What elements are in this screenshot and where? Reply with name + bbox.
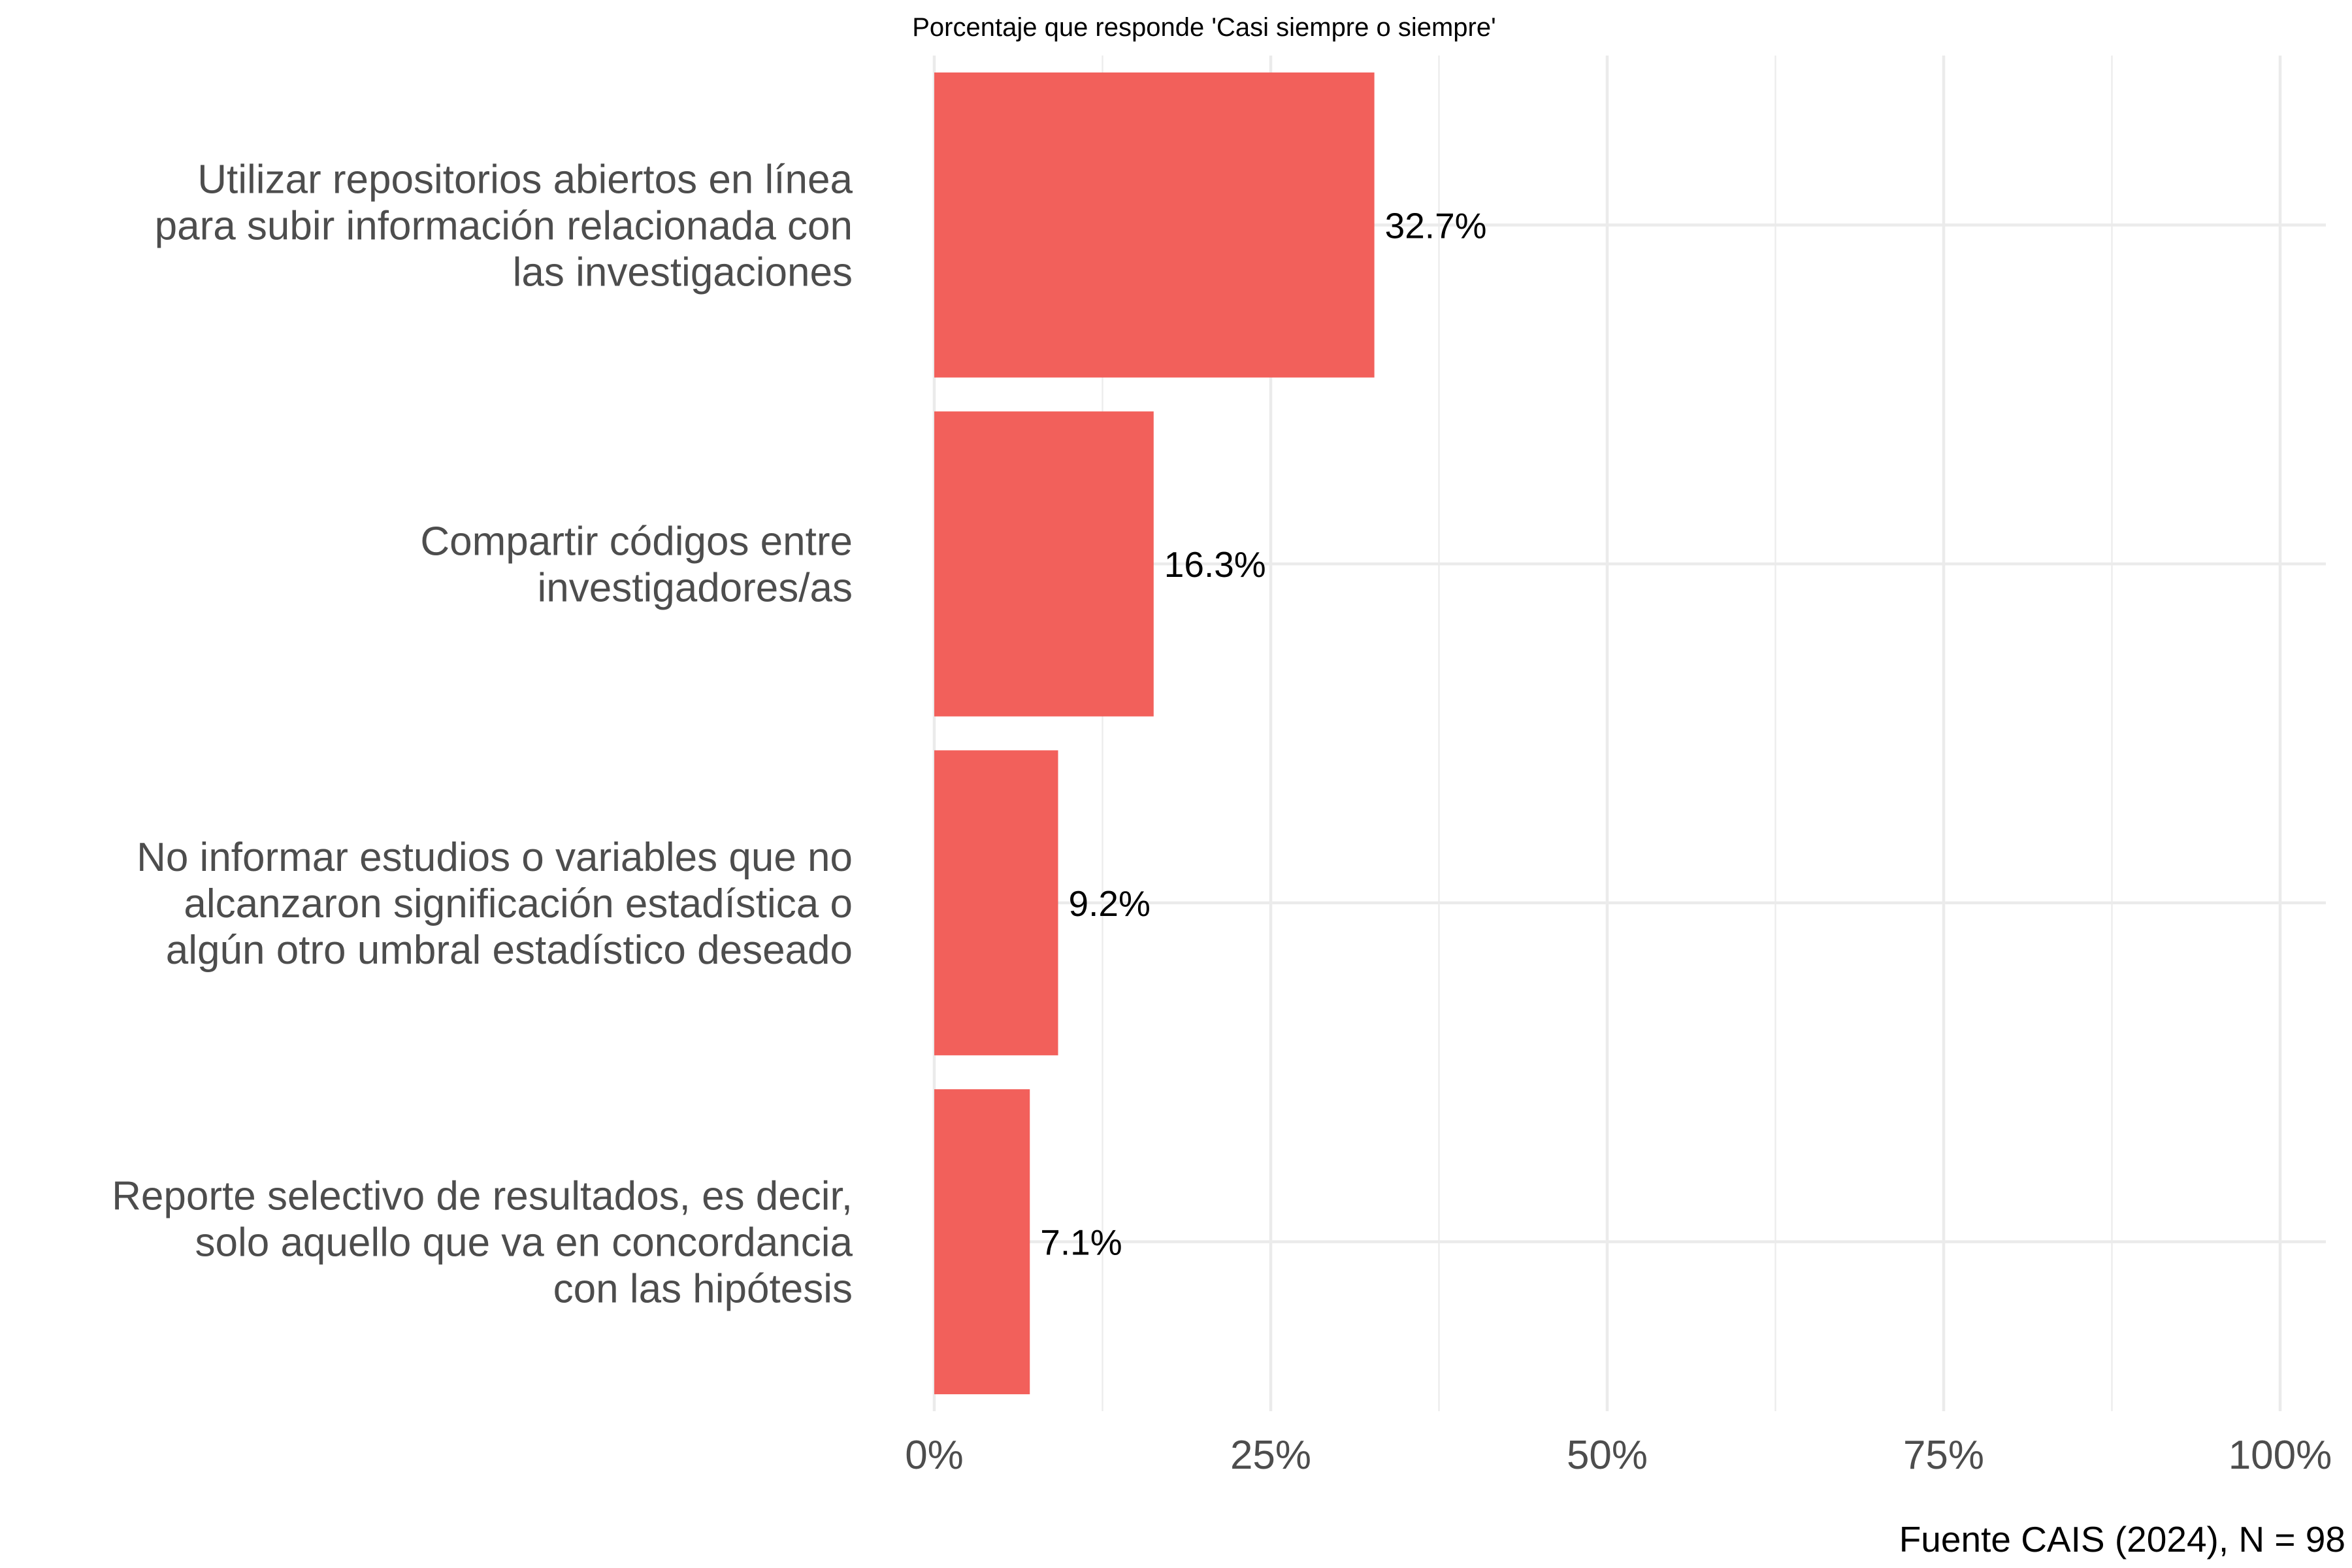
x-tick-label: 75% <box>1903 1433 1984 1478</box>
data-label: 16.3% <box>1164 544 1266 585</box>
grid <box>932 56 2326 1411</box>
category-label: No informar estudios o variables que no a… <box>137 835 853 973</box>
category-label: Compartir códigos entre investigadores/as <box>420 519 853 611</box>
x-tick-label: 100% <box>2229 1433 2332 1478</box>
bar <box>934 72 1375 378</box>
x-axis-ticks: 0% 25% 50% 75% 100% <box>905 1433 2332 1478</box>
chart-subtitle: Porcentaje que responde 'Casi siempre o … <box>912 13 1496 42</box>
x-tick-label: 0% <box>905 1433 964 1478</box>
category-labels: Utilizar repositorios abiertos en línea p… <box>112 157 853 1311</box>
bars <box>934 72 1375 1395</box>
data-label: 7.1% <box>1040 1222 1122 1263</box>
bar <box>934 750 1058 1056</box>
category-label: Reporte selectivo de resultados, es deci… <box>112 1174 853 1312</box>
bar <box>934 1089 1030 1395</box>
x-tick-label: 25% <box>1230 1433 1311 1478</box>
x-tick-label: 50% <box>1567 1433 1648 1478</box>
bar <box>934 411 1154 717</box>
category-label: Utilizar repositorios abiertos en línea p… <box>155 157 853 295</box>
data-label: 9.2% <box>1069 883 1151 924</box>
value-labels: 32.7% 16.3% 9.2% 7.1% <box>1040 205 1486 1262</box>
chart-caption: Fuente CAIS (2024), N = 98 <box>1899 1519 2345 1560</box>
data-label: 32.7% <box>1385 205 1487 246</box>
